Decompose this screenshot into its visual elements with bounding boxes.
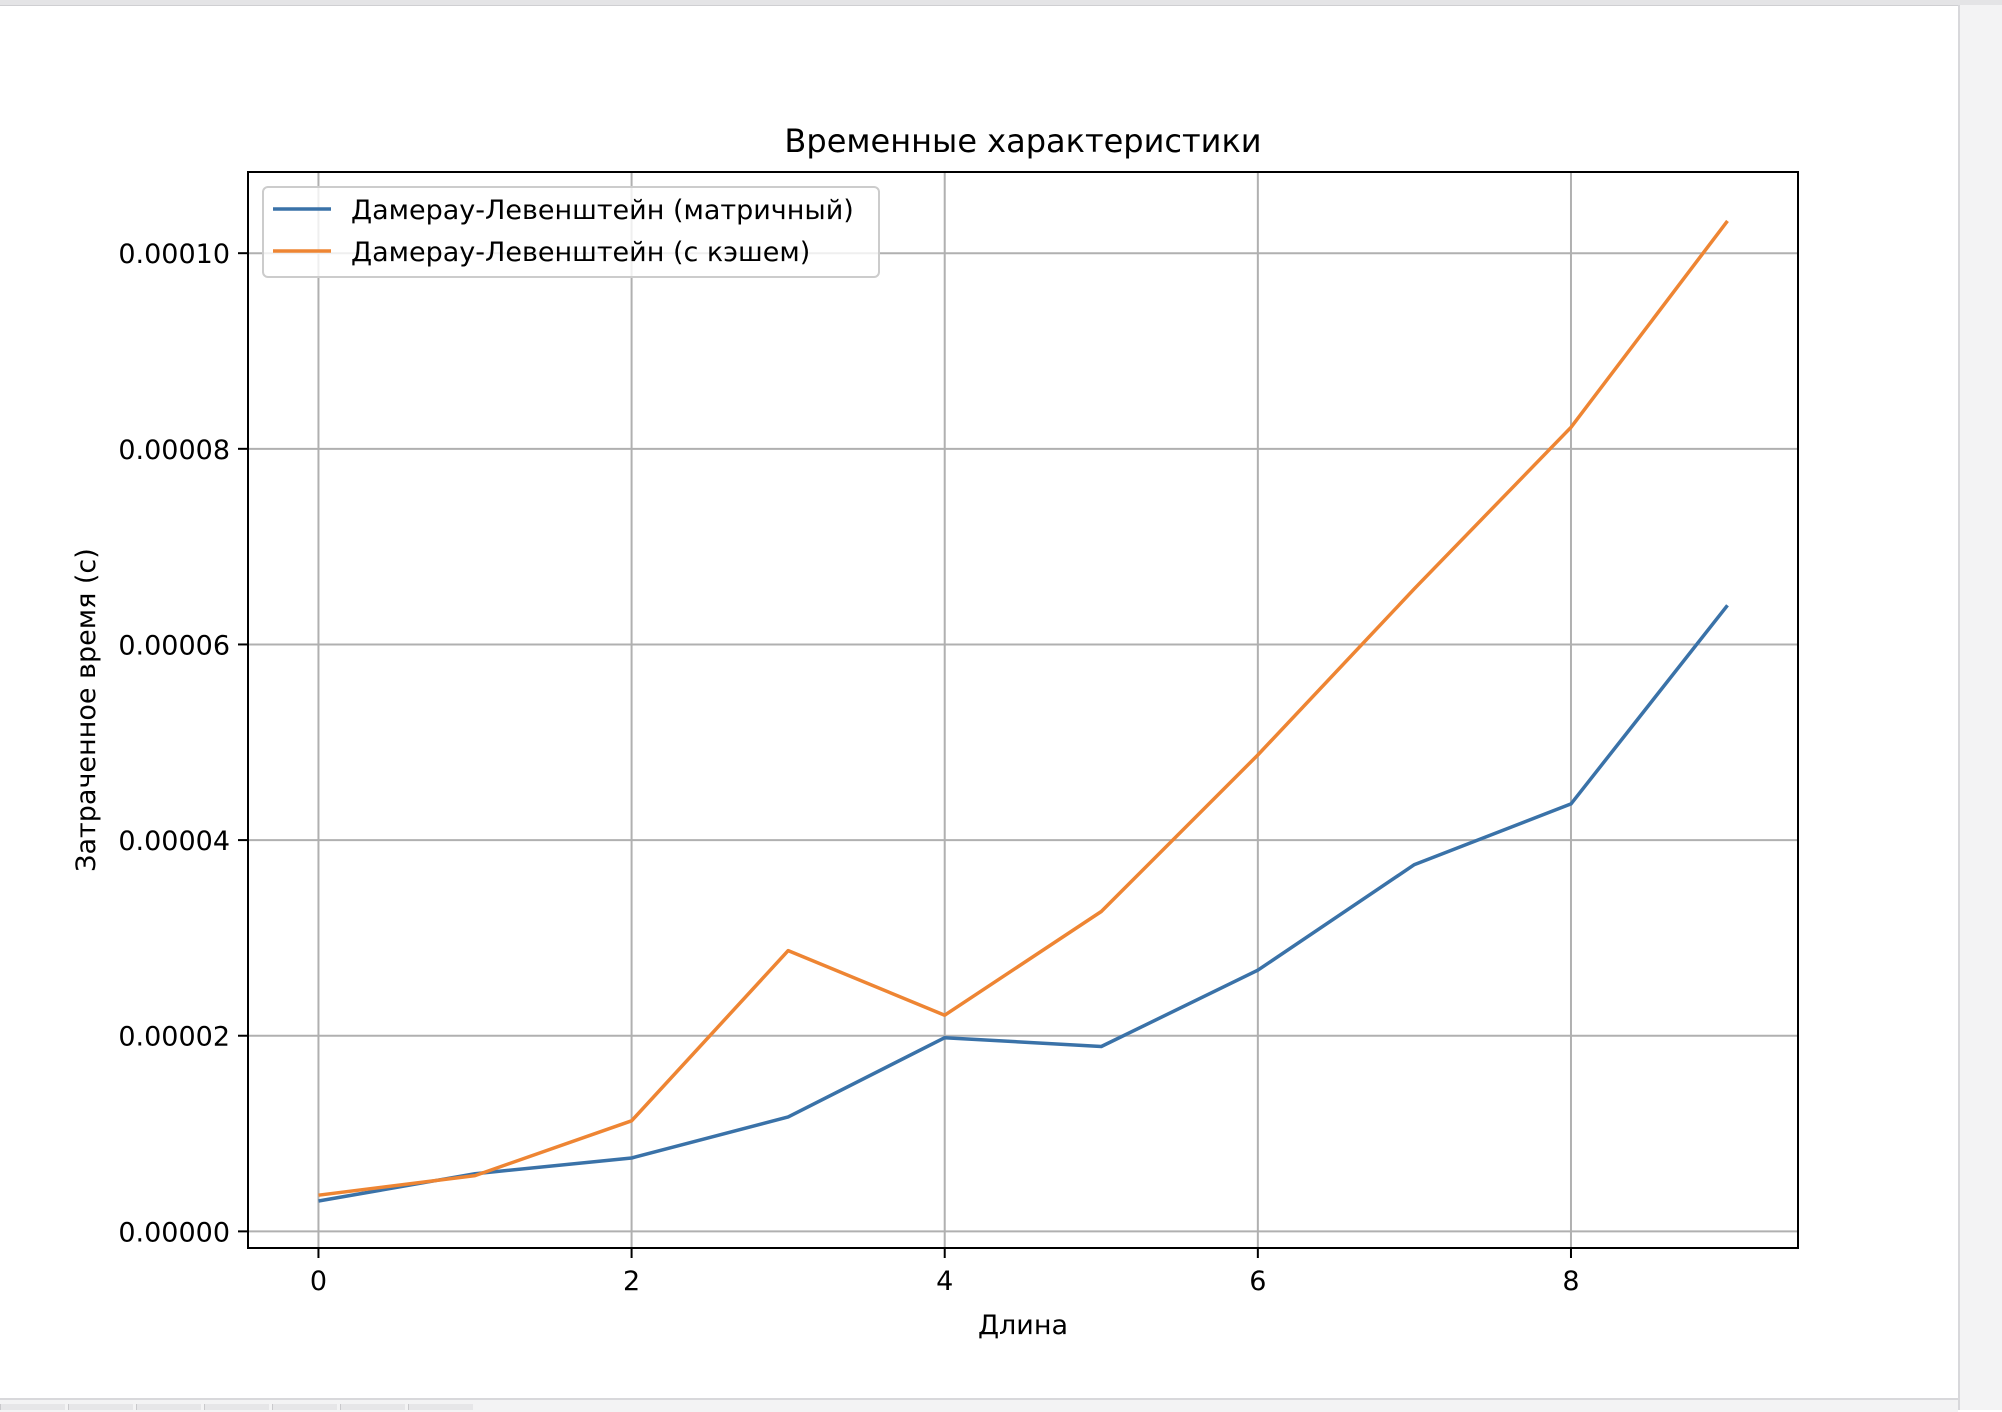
grid-lines bbox=[248, 172, 1798, 1248]
series-line-1 bbox=[318, 219, 1729, 1197]
bottom-bar-segment bbox=[204, 1404, 269, 1410]
bottom-bar-segment bbox=[136, 1404, 201, 1410]
x-axis-ticks: 0 2 4 6 8 bbox=[310, 1248, 1580, 1297]
y-tick-label: 0.00008 bbox=[118, 435, 230, 466]
series-lines bbox=[318, 219, 1729, 1203]
x-tick-label: 2 bbox=[623, 1266, 640, 1297]
legend-label-cache: Дамерау-Левенштейн (с кэшем) bbox=[351, 237, 810, 268]
y-axis-ticks: 0.00000 0.00002 0.00004 0.00006 0.00008 0.000… bbox=[118, 239, 248, 1248]
y-tick-label: 0.00006 bbox=[118, 630, 230, 661]
bottom-bar-segment bbox=[340, 1404, 405, 1410]
x-tick-label: 8 bbox=[1562, 1266, 1579, 1297]
legend-box bbox=[262, 186, 880, 278]
x-tick-label: 4 bbox=[936, 1266, 953, 1297]
bottom-bar-segment bbox=[0, 1404, 65, 1410]
y-axis-label: Затраченное время (с) bbox=[71, 548, 102, 872]
bottom-bar-segment bbox=[272, 1404, 337, 1410]
window-top-edge bbox=[0, 0, 2002, 6]
y-tick-label: 0.00010 bbox=[118, 239, 230, 270]
x-tick-label: 0 bbox=[310, 1266, 327, 1297]
bottom-bar-segment bbox=[68, 1404, 133, 1410]
x-tick-label: 6 bbox=[1249, 1266, 1266, 1297]
chart-title: Временные характеристики bbox=[784, 122, 1261, 160]
y-tick-label: 0.00000 bbox=[118, 1217, 230, 1248]
y-tick-label: 0.00002 bbox=[118, 1022, 230, 1053]
y-tick-label: 0.00004 bbox=[118, 826, 230, 857]
series-line-0 bbox=[318, 604, 1729, 1203]
window-bottom-bar bbox=[0, 1398, 1958, 1412]
legend-label-matrix: Дамерау-Левенштейн (матричный) bbox=[351, 195, 854, 226]
x-axis-label: Длина bbox=[978, 1310, 1068, 1341]
window-scrollbar[interactable] bbox=[1958, 5, 2002, 1410]
legend: Дамерау-Левенштейн (матричный) Дамерау-Л… bbox=[262, 186, 880, 278]
plot-frame bbox=[247, 171, 1799, 1249]
bottom-bar-segment bbox=[408, 1404, 473, 1410]
